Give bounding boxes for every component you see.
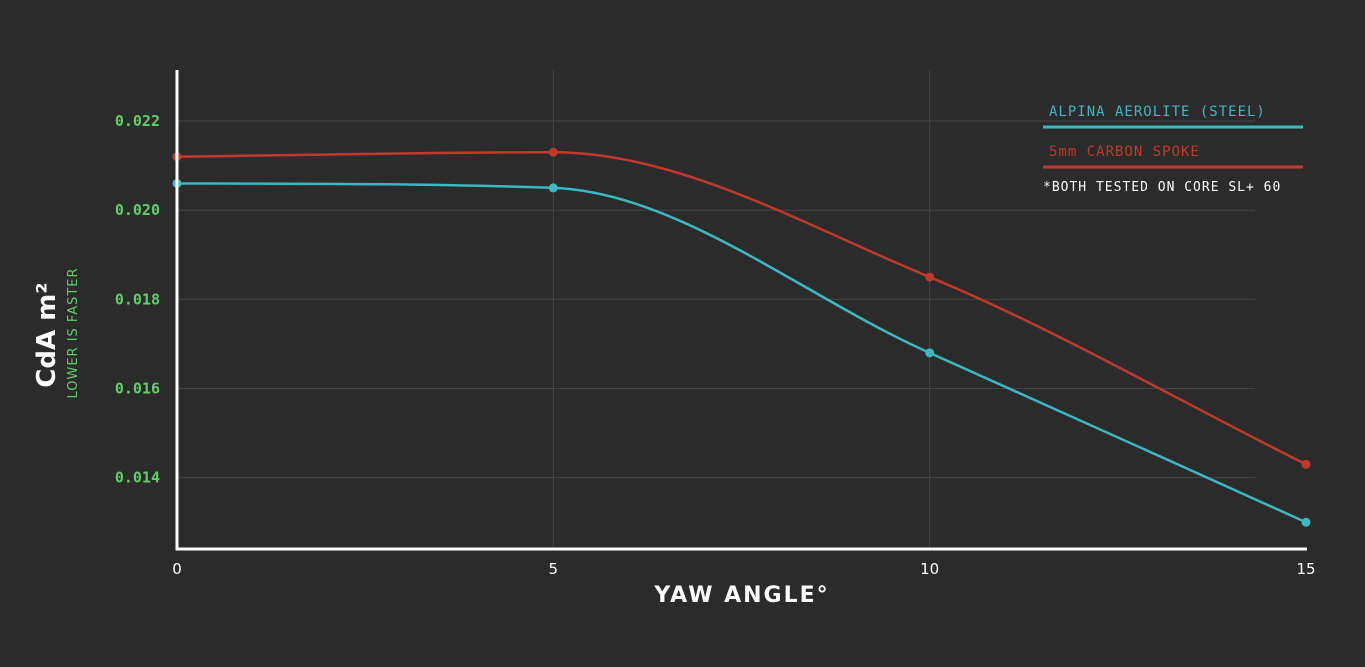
x-tick-label: 0: [172, 560, 182, 578]
x-tick-label: 5: [549, 560, 559, 578]
x-ticks: 0 5 10 15: [172, 560, 1315, 578]
series-line-1: [176, 150, 1307, 466]
y-tick-label: 0.018: [115, 290, 160, 308]
y-tick-label: 0.016: [115, 380, 160, 398]
data-point: [1301, 517, 1311, 527]
x-axis-label: YAW ANGLE°: [653, 583, 829, 608]
x-tick-label: 10: [920, 560, 939, 578]
data-point: [925, 272, 935, 282]
legend-note: *BOTH TESTED ON CORE SL+ 60: [1043, 180, 1281, 195]
x-tick-label: 15: [1296, 560, 1315, 578]
data-point: [1301, 459, 1311, 469]
data-point: [925, 348, 935, 358]
y-tick-label: 0.020: [115, 201, 160, 219]
y-axis-sublabel: LOWER IS FASTER: [66, 267, 81, 398]
legend-label-alpina: ALPINA AEROLITE (STEEL): [1049, 104, 1266, 120]
data-point: [548, 183, 558, 193]
y-ticks: 0.022 0.020 0.018 0.016 0.014: [115, 112, 160, 487]
data-point: [548, 147, 558, 157]
y-tick-label: 0.014: [115, 469, 160, 487]
y-axis-label: CdA m²: [32, 282, 62, 387]
grid: [177, 70, 1255, 549]
series-line-0: [176, 182, 1307, 524]
legend: ALPINA AEROLITE (STEEL) 5mm CARBON SPOKE…: [1043, 104, 1303, 195]
y-tick-label: 0.022: [115, 112, 160, 130]
series-layer: [172, 147, 1311, 527]
legend-label-carbon: 5mm CARBON SPOKE: [1049, 144, 1200, 160]
axes: [175, 70, 1307, 551]
